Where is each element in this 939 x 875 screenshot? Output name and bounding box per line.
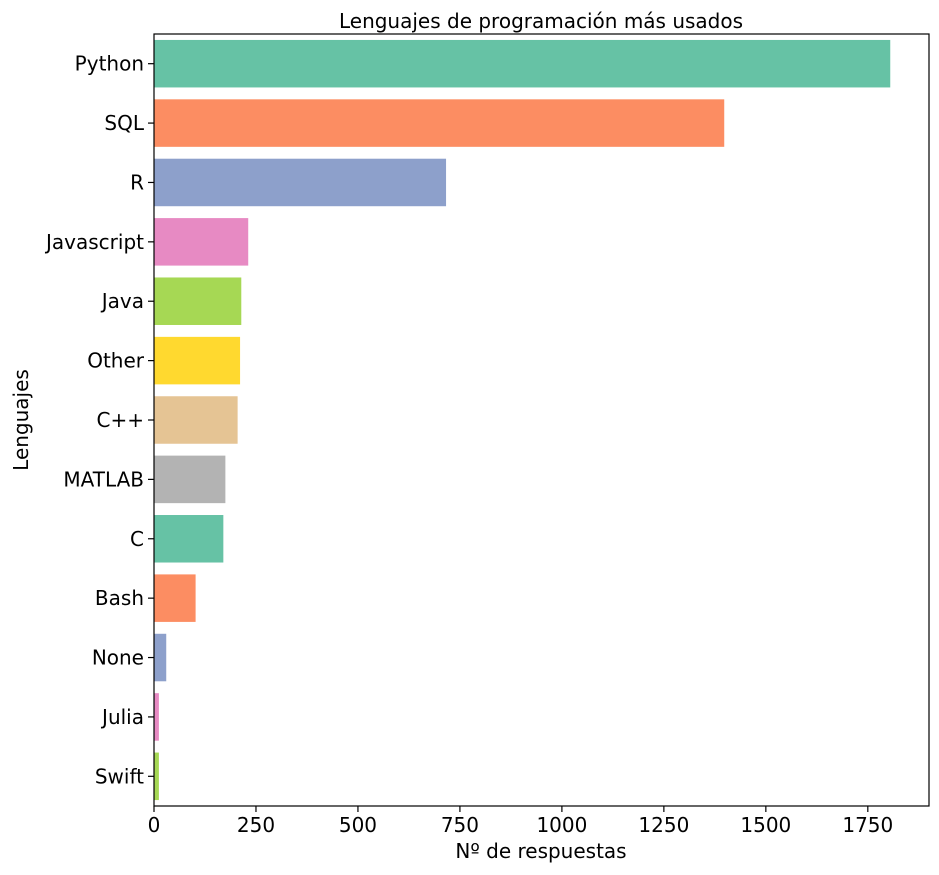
bar-c bbox=[154, 515, 224, 563]
y-tick-label-julia: Julia bbox=[100, 705, 144, 729]
x-tick-label: 500 bbox=[339, 813, 377, 837]
plot-frame bbox=[153, 33, 930, 807]
bar-other bbox=[154, 336, 241, 385]
bar-swift bbox=[154, 752, 159, 801]
x-axis-label: Nº de respuestas bbox=[455, 839, 626, 863]
y-tick-label-cplusplus: C++ bbox=[97, 408, 144, 432]
x-tick-label: 750 bbox=[441, 813, 479, 837]
x-tick-label: 0 bbox=[148, 813, 161, 837]
x-axis: 0 250 500 750 1000 1250 1500 1750 bbox=[148, 806, 893, 837]
y-tick-label-r: R bbox=[130, 170, 144, 194]
bar-julia bbox=[154, 693, 159, 741]
x-tick-label: 1250 bbox=[638, 813, 689, 837]
bar-none bbox=[154, 633, 167, 682]
x-tick-label: 250 bbox=[237, 813, 275, 837]
y-tick-label-c: C bbox=[130, 527, 144, 551]
x-tick-label: 1500 bbox=[740, 813, 791, 837]
y-tick-label-sql: SQL bbox=[104, 111, 144, 135]
bar-matlab bbox=[154, 455, 226, 504]
bar-sql bbox=[154, 99, 725, 147]
bar-python bbox=[154, 39, 891, 88]
y-tick-label-swift: Swift bbox=[95, 764, 144, 788]
bar-r bbox=[154, 158, 447, 207]
y-tick-label-bash: Bash bbox=[95, 586, 144, 610]
y-tick-label-javascript: Javascript bbox=[44, 230, 144, 254]
y-axis: Python SQL R Javascript Java Other C++ MATLAB C B… bbox=[44, 52, 154, 788]
y-tick-label-none: None bbox=[92, 646, 144, 670]
y-tick-label-matlab: MATLAB bbox=[63, 467, 144, 491]
bar-cplusplus bbox=[154, 396, 238, 444]
chart-title: Lenguajes de programación más usados bbox=[339, 9, 743, 33]
y-axis-label: Lenguajes bbox=[9, 369, 33, 471]
y-tick-label-java: Java bbox=[100, 289, 144, 313]
y-tick-label-python: Python bbox=[75, 52, 144, 76]
bar-java bbox=[154, 277, 242, 325]
x-tick-label: 1000 bbox=[536, 813, 587, 837]
bars-layer bbox=[154, 39, 891, 801]
y-tick-label-other: Other bbox=[87, 349, 145, 373]
x-tick-label: 1750 bbox=[842, 813, 893, 837]
bar-bash bbox=[154, 574, 196, 622]
bar-javascript bbox=[154, 218, 249, 266]
